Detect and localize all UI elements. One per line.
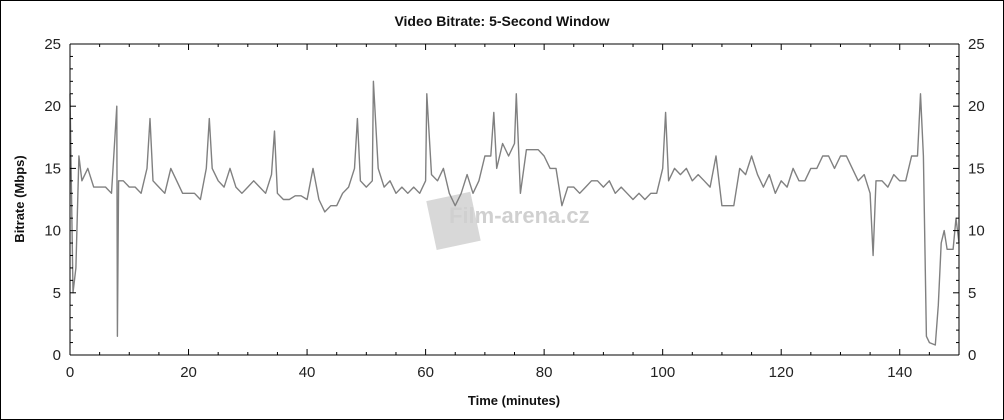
y-tick-label-right: 0 [968,347,976,364]
watermark-logo [426,191,481,251]
y-tick-label-right: 15 [968,160,985,177]
y-tick-label-left: 10 [44,223,61,240]
x-tick-label: 20 [180,364,197,381]
watermark: Film-arena.cz [426,191,590,251]
x-tick-label: 100 [650,364,675,381]
chart-title: Video Bitrate: 5-Second Window [394,13,609,29]
y-tick-label-left: 5 [53,285,61,302]
bitrate-line [69,80,960,346]
x-tick-label: 60 [417,364,434,381]
x-tick-label: 120 [769,364,794,381]
y-tick-label-left: 15 [44,160,61,177]
watermark-text: Film-arena.cz [449,203,590,228]
x-axis-title: Time (minutes) [468,393,560,408]
x-tick-label: 0 [66,364,74,381]
x-tick-label: 140 [887,364,912,381]
y-tick-label-right: 5 [968,285,976,302]
y-axis-title: Bitrate (Mbps) [12,155,27,242]
y-tick-label-right: 20 [968,98,985,115]
y-tick-label-right: 25 [968,36,985,53]
x-tick-label: 40 [299,364,316,381]
x-tick-label: 80 [536,364,553,381]
y-tick-label-left: 25 [44,36,61,53]
y-tick-label-left: 0 [53,347,61,364]
y-tick-label-left: 20 [44,98,61,115]
y-tick-label-right: 10 [968,223,985,240]
